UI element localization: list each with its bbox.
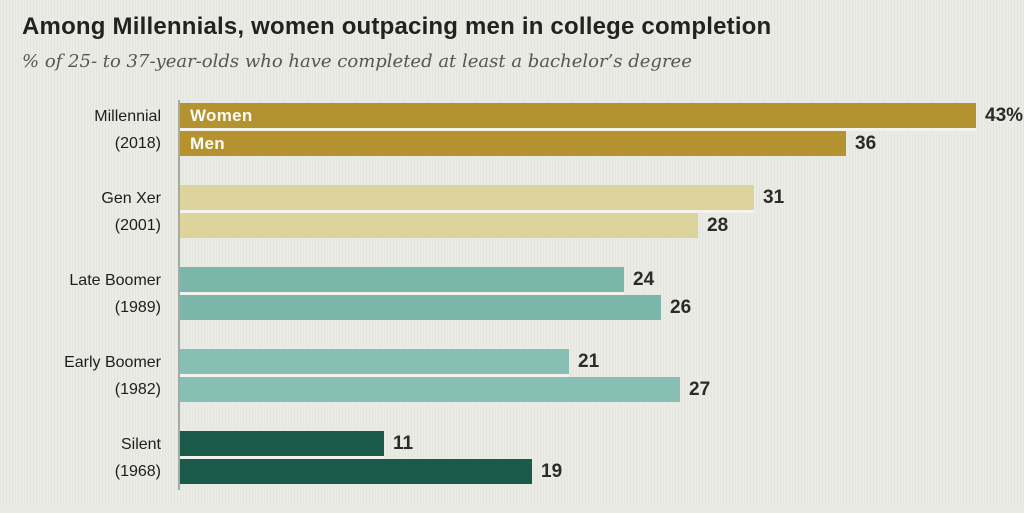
bar-women: 11 [180, 431, 413, 456]
bar-chart: Millennial (2018) Women 43% Men 36 Gen Xer (200… [0, 100, 1024, 492]
category-label: Early Boomer (1982) [64, 354, 161, 398]
series-label-men: Men [190, 133, 225, 153]
series-label-women: Women [190, 105, 253, 125]
bar-men: 28 [180, 213, 728, 238]
bar-group-early-boomer: Early Boomer (1982) 21 27 [0, 349, 976, 402]
value-label: 21 [578, 350, 600, 372]
bar-group-late-boomer: Late Boomer (1989) 24 26 [0, 267, 976, 320]
bar-men: 27 [180, 377, 710, 402]
category-label: Late Boomer (1989) [69, 272, 161, 316]
bar-men: 26 [180, 295, 691, 320]
bar-group-silent: Silent (1968) 11 19 [0, 431, 976, 484]
value-label: 24 [633, 268, 655, 290]
bar-men: Men 36 [180, 131, 876, 156]
bar-group-gen-xer: Gen Xer (2001) 31 28 [0, 185, 976, 238]
value-label: 26 [670, 296, 692, 318]
chart-subtitle: % of 25- to 37-year-olds who have comple… [22, 51, 692, 72]
category-label: Silent (1968) [114, 436, 161, 480]
category-label: Millennial (2018) [94, 108, 161, 152]
value-label: 19 [541, 460, 563, 482]
bar-group-millennial: Millennial (2018) Women 43% Men 36 [0, 103, 1023, 156]
chart-title: Among Millennials, women outpacing men i… [22, 13, 772, 40]
bar-men: 19 [180, 459, 562, 484]
value-label: 43% [985, 104, 1024, 126]
value-label: 36 [855, 132, 877, 154]
value-label: 31 [763, 186, 785, 208]
value-label: 27 [689, 378, 711, 400]
bar-women: 24 [180, 267, 654, 292]
value-label: 11 [393, 432, 414, 454]
bar-women: Women 43% [180, 103, 1023, 128]
bar-women: 31 [180, 185, 784, 210]
value-label: 28 [707, 214, 729, 236]
category-label: Gen Xer (2001) [101, 190, 161, 234]
y-axis-line [178, 100, 180, 490]
bar-women: 21 [180, 349, 599, 374]
chart-groups: Millennial (2018) Women 43% Men 36 Gen Xer (200… [0, 103, 1023, 513]
